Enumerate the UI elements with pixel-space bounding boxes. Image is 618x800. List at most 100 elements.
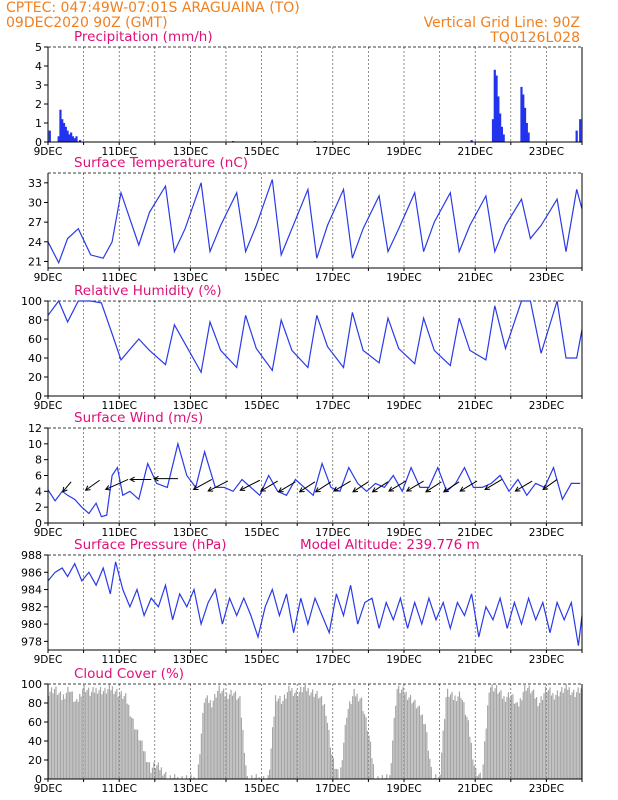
y-tick-label: 40: [28, 352, 42, 365]
cloud-cover-bar: [341, 760, 343, 779]
cloud-cover-bar: [390, 763, 392, 779]
wind-arrow: [406, 480, 424, 492]
cloud-cover-bar: [334, 768, 336, 779]
cloud-cover-bar: [108, 684, 111, 779]
cloud-cover-bar: [294, 692, 296, 779]
cloud-cover-bar: [99, 687, 102, 779]
x-tick-label: 17DEC: [315, 400, 350, 412]
cloud-cover-bar: [111, 686, 113, 779]
cloud-cover-bar: [559, 691, 561, 779]
cloud-cover-bar: [226, 693, 228, 779]
cloud-cover-bar: [205, 698, 207, 779]
cloud-cover-bar: [62, 694, 65, 779]
cloud-cover-bar: [368, 735, 370, 779]
cloud-cover-bar: [48, 696, 50, 779]
cloud-cover-bar: [208, 703, 210, 779]
precipitation-bar: [500, 126, 503, 142]
cloud-cover-bar: [393, 717, 395, 779]
x-tick-label: 19DEC: [386, 272, 421, 284]
y-tick-label: 1: [35, 117, 42, 130]
cloud-cover-bar: [362, 711, 364, 779]
y-tick-label: 5: [35, 41, 42, 54]
cloud-cover-bar: [522, 691, 524, 779]
cloud-cover-bar: [414, 699, 416, 779]
cloud-cover-bar: [531, 690, 533, 779]
y-tick-label: 100: [21, 295, 42, 308]
cloud-cover-bar: [366, 730, 369, 779]
cloud-cover-bar: [420, 715, 422, 779]
cloud-cover-bar: [59, 691, 62, 779]
precipitation-bar: [523, 107, 527, 142]
cloud-cover-bar: [317, 698, 320, 779]
cloud-cover-bar: [460, 697, 462, 779]
wind-arrow-head: [153, 475, 159, 482]
cloud-cover-bar: [209, 700, 211, 779]
cloud-cover-bar: [574, 697, 576, 779]
y-tick-label: 0: [35, 773, 42, 786]
cloud-cover-bar: [372, 764, 375, 779]
cloud-cover-bar: [441, 752, 443, 779]
cloud-cover-bar: [349, 701, 351, 779]
x-tick-label: 19DEC: [386, 527, 421, 539]
y-tick-label: 20: [28, 371, 42, 384]
cloud-cover-bar: [288, 685, 290, 779]
cloud-cover-bar: [476, 776, 478, 779]
cloud-cover-bar: [71, 691, 73, 779]
wind-arrow-head: [314, 487, 321, 493]
cloud-cover-bar: [269, 769, 271, 779]
x-tick-label: 9DEC: [34, 783, 63, 795]
y-tick-label: 4: [35, 485, 42, 498]
cloud-cover-bar: [55, 686, 57, 779]
cloud-cover-bar: [546, 692, 548, 779]
y-tick-label: 2: [35, 98, 42, 111]
x-tick-label: 13DEC: [173, 783, 208, 795]
cloud-cover-bar: [568, 687, 570, 779]
cloud-cover-bar: [448, 696, 450, 779]
precipitation-bar: [48, 130, 51, 142]
cloud-cover-bar: [141, 740, 143, 779]
cloud-cover-bar: [521, 700, 523, 779]
cloud-cover-bar: [439, 774, 441, 779]
wind-arrow-head: [207, 486, 214, 492]
cloud-cover-bar: [524, 684, 526, 779]
y-tick-label: 21: [28, 255, 42, 268]
cloud-cover-bar: [494, 688, 496, 779]
precipitation-bar: [470, 140, 473, 142]
cloud-cover-bar: [231, 695, 234, 779]
cloud-cover-bar: [214, 693, 216, 779]
x-tick-label: 17DEC: [315, 146, 350, 158]
cloud-cover-bar: [322, 705, 324, 779]
humidity-series-line: [47, 299, 583, 375]
wind-arrow: [459, 480, 478, 492]
cloud-cover-bar: [113, 694, 115, 779]
precipitation-bar: [502, 134, 505, 142]
x-tick-label: 11DEC: [101, 400, 136, 412]
cloud-cover-bar: [359, 698, 361, 779]
wind-arrow-head: [388, 486, 394, 492]
cloud-cover-bar: [270, 748, 272, 779]
cloud-cover-bar: [527, 688, 529, 779]
cloud-cover-bar: [258, 777, 260, 779]
y-tick-label: 0: [35, 136, 42, 149]
cloud-cover-bar: [507, 692, 510, 779]
cloud-cover-bar: [303, 687, 305, 779]
wind-arrow: [85, 479, 100, 491]
x-tick-label: 23DEC: [529, 783, 564, 795]
cloud-cover-bar: [430, 766, 432, 779]
y-tick-label: 978: [21, 635, 42, 648]
cloud-cover-bar: [147, 762, 149, 779]
x-tick-label: 21DEC: [457, 146, 492, 158]
cloud-cover-bar: [377, 776, 379, 779]
precipitation-bar: [78, 140, 82, 142]
wind-arrow: [352, 481, 369, 493]
cloud-cover-bar: [50, 687, 53, 779]
cloud-cover-bar: [444, 719, 446, 779]
cloud-cover-bar: [466, 716, 468, 779]
precipitation-bar: [579, 119, 582, 142]
cloud-cover-bar: [487, 705, 489, 779]
cloud-cover-bar: [163, 773, 165, 779]
cloud-cover-bar: [165, 771, 167, 779]
cloud-cover-bar: [236, 699, 238, 779]
cloud-cover-bar: [396, 688, 398, 779]
cloud-cover-bar: [70, 691, 72, 779]
